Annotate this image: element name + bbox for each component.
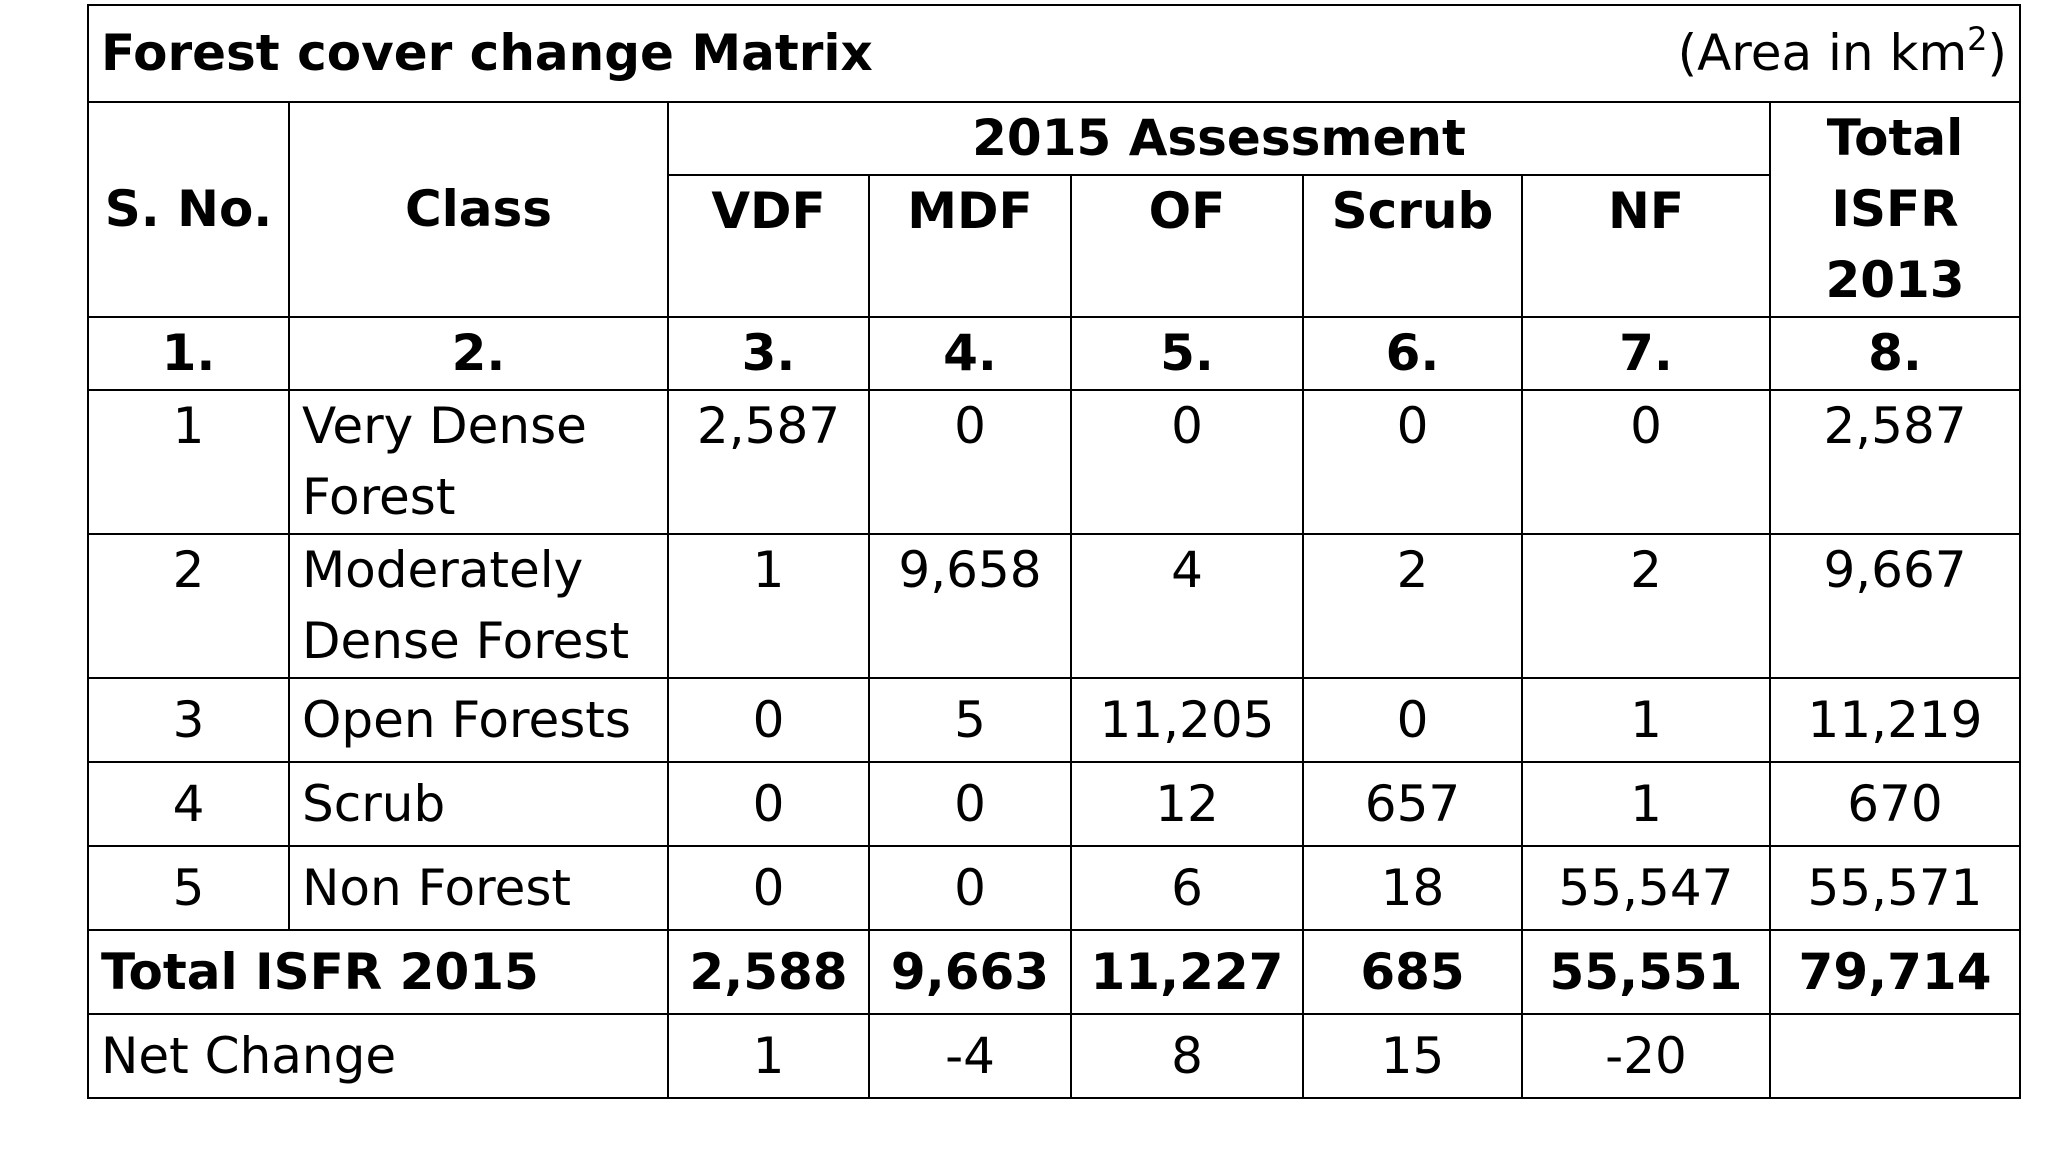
scrub-cell: 18 xyxy=(1302,845,1523,931)
mdf-cell: 0 xyxy=(868,761,1072,847)
net-mdf-cell: -4 xyxy=(868,1013,1072,1099)
total-row-label: Total ISFR 2015 xyxy=(87,929,669,1015)
net-scrub-cell: 15 xyxy=(1302,1013,1523,1099)
total-cell: 2,587 xyxy=(1768,389,2022,535)
column-number: 1. xyxy=(87,316,290,391)
of-cell: 12 xyxy=(1070,761,1304,847)
column-number: 5. xyxy=(1070,316,1304,391)
total-of-cell: 11,227 xyxy=(1070,929,1304,1015)
grand-total-cell: 79,714 xyxy=(1768,929,2022,1015)
column-number: 6. xyxy=(1302,316,1523,391)
assessment-2015-header: 2015 Assessment xyxy=(667,101,1771,176)
class-header: Class xyxy=(288,101,669,318)
sno-cell: 5 xyxy=(87,845,290,931)
class-cell: Open Forests xyxy=(288,677,669,763)
unit-superscript: 2 xyxy=(1967,20,1988,58)
forest-cover-change-matrix: Forest cover change Matrix (Area in km2)… xyxy=(86,4,2022,1099)
column-number: 7. xyxy=(1521,316,1771,391)
nf-cell: 1 xyxy=(1521,677,1771,763)
table-row: 1 Very Dense Forest 2,587 0 0 0 0 2,587 xyxy=(87,389,2022,535)
mdf-cell: 9,658 xyxy=(868,533,1072,679)
table-row: 2 Moderately Dense Forest 1 9,658 4 2 2 … xyxy=(87,533,2022,679)
scrub-cell: 2 xyxy=(1302,533,1523,679)
class-cell: Moderately Dense Forest xyxy=(288,533,669,679)
total-nf-cell: 55,551 xyxy=(1521,929,1771,1015)
nf-cell: 2 xyxy=(1521,533,1771,679)
header-row-2: VDF MDF OF Scrub NF xyxy=(88,174,2020,318)
vdf-cell: 0 xyxy=(667,677,870,763)
total-scrub-cell: 685 xyxy=(1302,929,1523,1015)
sno-cell: 3 xyxy=(87,677,290,763)
nf-header: NF xyxy=(1521,174,1771,318)
scrub-cell: 0 xyxy=(1302,677,1523,763)
sno-cell: 4 xyxy=(87,761,290,847)
vdf-header: VDF xyxy=(667,174,870,318)
table-title: Forest cover change Matrix xyxy=(101,24,873,82)
of-cell: 4 xyxy=(1070,533,1304,679)
table-row: 4 Scrub 0 0 12 657 1 670 xyxy=(87,761,2022,847)
total-header-line2: ISFR xyxy=(1831,180,1959,238)
scrub-cell: 0 xyxy=(1302,389,1523,535)
class-cell: Scrub xyxy=(288,761,669,847)
sno-header: S. No. xyxy=(87,101,290,318)
scrub-header: Scrub xyxy=(1302,174,1523,318)
mdf-cell: 0 xyxy=(868,389,1072,535)
class-line: Moderately xyxy=(302,541,584,599)
title-row: Forest cover change Matrix (Area in km2) xyxy=(86,4,2022,103)
total-mdf-cell: 9,663 xyxy=(868,929,1072,1015)
net-total-cell xyxy=(1768,1013,2022,1099)
table-row: 3 Open Forests 0 5 11,205 0 1 11,219 xyxy=(87,677,2022,763)
total-vdf-cell: 2,588 xyxy=(667,929,870,1015)
vdf-cell: 0 xyxy=(667,845,870,931)
area-unit: (Area in km2) xyxy=(1678,18,2007,89)
total-cell: 670 xyxy=(1768,761,2022,847)
total-cell: 11,219 xyxy=(1768,677,2022,763)
header-row-1: S. No. Class 2015 Assessment Total ISFR … xyxy=(87,101,2022,318)
nf-cell: 1 xyxy=(1521,761,1771,847)
column-number: 3. xyxy=(667,316,870,391)
column-number-row: 1. 2. 3. 4. 5. 6. 7. 8. xyxy=(87,316,2022,391)
mdf-cell: 5 xyxy=(868,677,1072,763)
class-cell: Non Forest xyxy=(288,845,669,931)
nf-cell: 0 xyxy=(1521,389,1771,535)
nf-cell: 55,547 xyxy=(1521,845,1771,931)
total-header-line3: 2013 xyxy=(1825,251,1965,309)
class-cell: Very Dense Forest xyxy=(288,389,669,535)
scrub-cell: 657 xyxy=(1302,761,1523,847)
total-header-line1: Total xyxy=(1826,109,1964,167)
net-change-label: Net Change xyxy=(87,1013,669,1099)
class-line: Dense Forest xyxy=(302,612,630,670)
net-of-cell: 8 xyxy=(1070,1013,1304,1099)
net-vdf-cell: 1 xyxy=(667,1013,870,1099)
vdf-cell: 1 xyxy=(667,533,870,679)
column-number: 2. xyxy=(288,316,669,391)
total-cell: 55,571 xyxy=(1768,845,2022,931)
of-cell: 11,205 xyxy=(1070,677,1304,763)
sno-cell: 2 xyxy=(87,533,290,679)
of-cell: 6 xyxy=(1070,845,1304,931)
total-isfr-2015-row: Total ISFR 2015 2,588 9,663 11,227 685 5… xyxy=(87,929,2022,1015)
vdf-cell: 2,587 xyxy=(667,389,870,535)
column-number: 8. xyxy=(1768,316,2022,391)
mdf-header: MDF xyxy=(868,174,1072,318)
total-isfr-2013-header: Total ISFR 2013 xyxy=(1768,101,2022,318)
vdf-cell: 0 xyxy=(667,761,870,847)
net-change-row: Net Change 1 -4 8 15 -20 xyxy=(87,1013,2022,1099)
net-nf-cell: -20 xyxy=(1521,1013,1771,1099)
title-cell: Forest cover change Matrix (Area in km2) xyxy=(86,4,2022,103)
unit-prefix: (Area in km xyxy=(1677,24,1968,82)
mdf-cell: 0 xyxy=(868,845,1072,931)
unit-suffix: ) xyxy=(1987,24,2008,82)
sno-cell: 1 xyxy=(87,389,290,535)
column-number: 4. xyxy=(868,316,1072,391)
matrix-table: Forest cover change Matrix (Area in km2)… xyxy=(86,4,2022,1099)
class-line: Very Dense xyxy=(302,397,587,455)
of-header: OF xyxy=(1070,174,1304,318)
total-cell: 9,667 xyxy=(1768,533,2022,679)
of-cell: 0 xyxy=(1070,389,1304,535)
table-row: 5 Non Forest 0 0 6 18 55,547 55,571 xyxy=(87,845,2022,931)
class-line: Forest xyxy=(302,468,456,526)
